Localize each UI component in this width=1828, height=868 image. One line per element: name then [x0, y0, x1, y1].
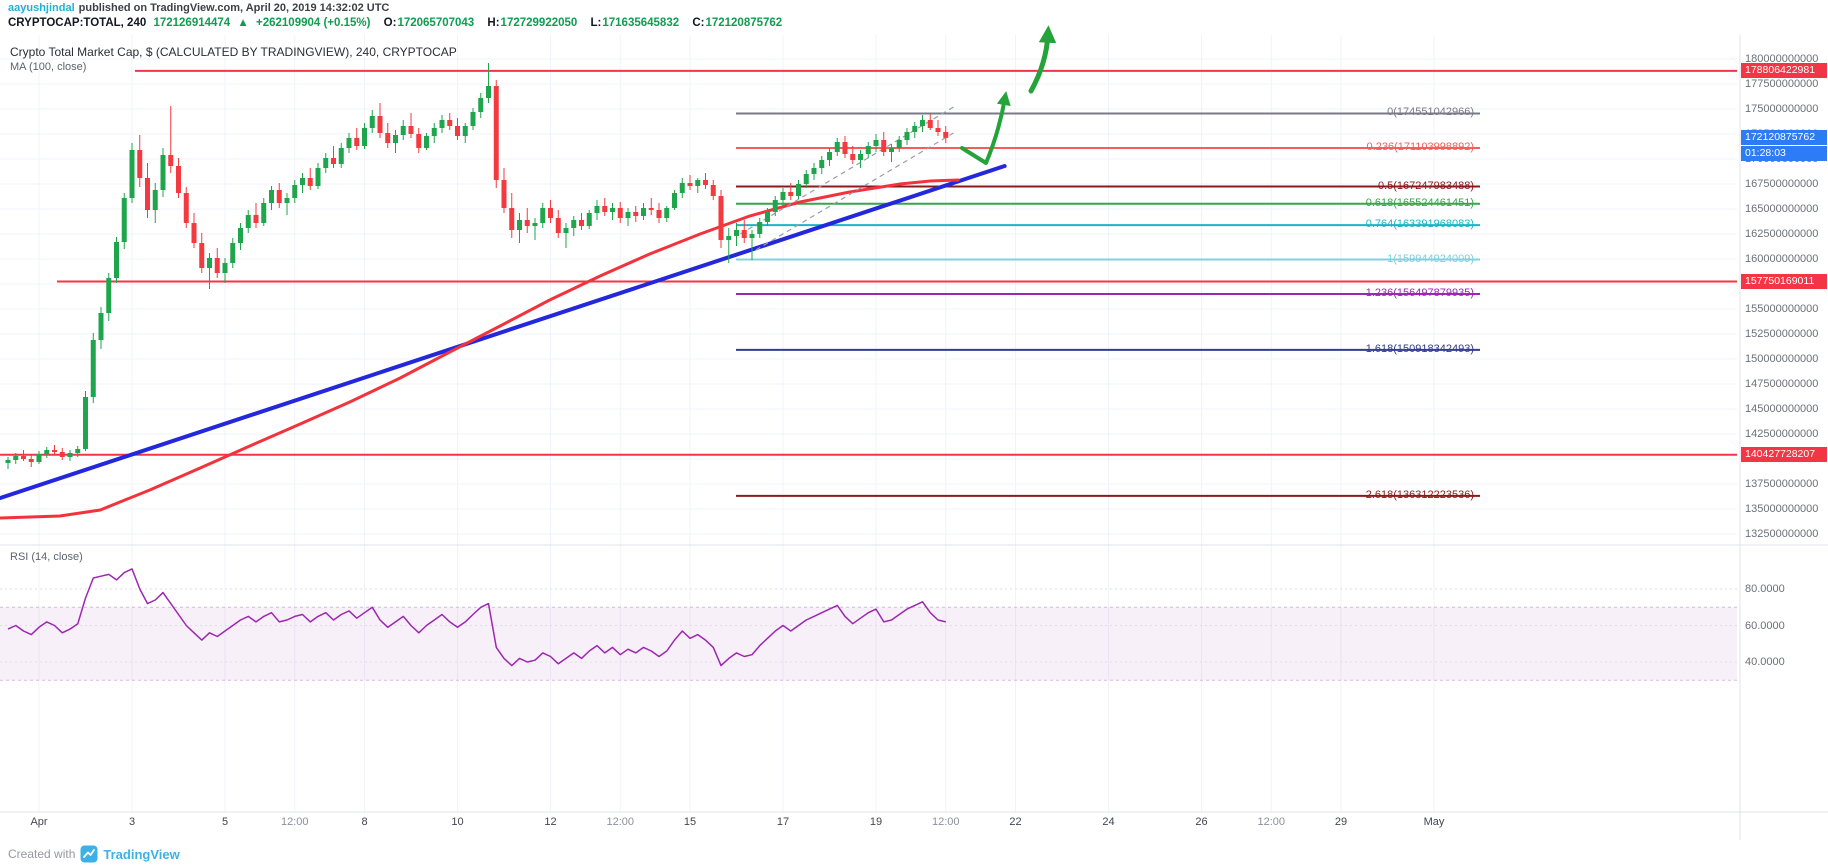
- time-tick-label: 12:00: [280, 816, 309, 828]
- open-label: O:: [383, 17, 397, 29]
- price-tick-label: 137500000000: [1745, 478, 1819, 490]
- time-tick-label: 12: [544, 816, 557, 828]
- fib-level-label: 0.5(167247983488): [1377, 179, 1474, 192]
- time-tick-label: 15: [683, 816, 697, 828]
- symbol-info-bar: CRYPTOCAP:TOTAL, 240 172126914474 ▲ +262…: [8, 17, 786, 29]
- rsi-band: [0, 588, 1737, 681]
- created-with-text: Created with: [8, 847, 76, 861]
- tradingview-brand-link[interactable]: TradingView: [103, 846, 180, 862]
- rsi-tick-label: 40.0000: [1745, 656, 1785, 668]
- fib-level-label: 0(174551042966): [1387, 106, 1474, 119]
- price-axis-badge: 140427728207: [1741, 447, 1827, 463]
- trend-line[interactable]: [0, 164, 1007, 500]
- wedge-dashed-line[interactable]: [740, 106, 954, 235]
- time-tick-label: 12:00: [1257, 816, 1286, 828]
- low-value: 171635645832: [602, 17, 680, 29]
- time-tick-label: 3: [128, 816, 136, 828]
- price-tick-label: 165000000000: [1745, 203, 1819, 215]
- time-tick-label: 12:00: [931, 816, 960, 828]
- rsi-tick-label: 60.0000: [1745, 619, 1785, 632]
- price-tick-label: 147500000000: [1745, 378, 1819, 390]
- time-tick-label: 22: [1009, 816, 1022, 828]
- tradingview-logo-icon: [80, 845, 98, 863]
- up-triangle-icon: ▲: [237, 17, 249, 29]
- price-tick-label: 175000000000: [1745, 103, 1819, 115]
- fib-level-label: 1(159944924009): [1387, 252, 1474, 265]
- chart-title[interactable]: Crypto Total Market Cap, $ (CALCULATED B…: [10, 45, 457, 59]
- time-tick-label: 24: [1102, 816, 1115, 828]
- author-link[interactable]: aayushjindal: [8, 2, 75, 14]
- price-tick-label: 160000000000: [1745, 253, 1819, 265]
- price-axis-badge: 178806422981: [1741, 63, 1827, 79]
- time-tick-label: 5: [221, 816, 229, 828]
- fib-level-label: 1.618(150918342493): [1365, 342, 1474, 355]
- time-tick-label: 19: [869, 816, 883, 828]
- close-label: C:: [692, 17, 705, 29]
- wedge-dashed-line[interactable]: [755, 132, 954, 251]
- price-tick-label: 142500000000: [1745, 428, 1819, 440]
- time-tick-label: Apr: [30, 816, 48, 828]
- price-tick-label: 162500000000: [1745, 228, 1819, 240]
- price-tick-label: 150000000000: [1745, 353, 1819, 365]
- high-label: H:: [487, 17, 500, 29]
- price-tick-label: 135000000000: [1745, 503, 1819, 515]
- fib-level-label: 2.618(136312223536): [1365, 488, 1474, 501]
- low-label: L:: [590, 17, 602, 29]
- price-tick-label: 167500000000: [1745, 178, 1819, 190]
- price-tick-label: 152500000000: [1745, 328, 1819, 340]
- price-tick-label: 132500000000: [1745, 528, 1819, 540]
- bar-countdown-badge: 01:28:03: [1741, 145, 1827, 161]
- price-axis-badge: 157750169011: [1741, 273, 1827, 289]
- close-value: 172120875762: [705, 17, 783, 29]
- fib-level-label: 1.236(156497879935): [1365, 287, 1474, 300]
- green-up-arrow-2[interactable]: [1028, 25, 1057, 94]
- price-tick-label: 145000000000: [1745, 403, 1819, 415]
- byline-text: published on TradingView.com, April 20, …: [78, 2, 390, 14]
- fib-level-label: 0.236(171103998892): [1366, 140, 1474, 153]
- last-price-badge: 172120875762: [1741, 130, 1827, 146]
- last-price-value: 172126914474: [153, 17, 231, 29]
- price-tick-label: 180000000000: [1745, 53, 1819, 65]
- footer: Created with TradingView: [8, 845, 180, 863]
- ma-100-line[interactable]: [0, 178, 960, 520]
- time-tick-label: 17: [776, 816, 790, 828]
- time-tick-label: 8: [361, 816, 368, 828]
- ma-indicator-label[interactable]: MA (100, close): [10, 61, 87, 73]
- price-tick-label: 177500000000: [1745, 78, 1819, 90]
- time-tick-label: May: [1423, 816, 1445, 828]
- green-up-arrow-1[interactable]: [960, 91, 1011, 165]
- high-value: 172729922050: [500, 17, 578, 29]
- symbol-name[interactable]: CRYPTOCAP:TOTAL, 240: [8, 17, 147, 29]
- rsi-indicator-label[interactable]: RSI (14, close): [10, 551, 83, 563]
- byline: aayushjindal published on TradingView.com…: [8, 2, 389, 14]
- time-tick-label: 12:00: [606, 816, 635, 828]
- price-tick-label: 155000000000: [1745, 303, 1819, 315]
- fib-level-label: 0.764(163391968083): [1365, 218, 1474, 231]
- price-change: +262109904 (+0.15%): [256, 17, 371, 29]
- time-tick-label: 10: [451, 816, 464, 828]
- time-tick-label: 26: [1195, 816, 1208, 828]
- rsi-tick-label: 80.0000: [1745, 583, 1785, 595]
- open-value: 172065707043: [397, 17, 475, 29]
- fib-level-label: 0.618(165524461451): [1365, 196, 1474, 209]
- time-tick-label: 29: [1334, 816, 1348, 828]
- rsi-line[interactable]: [7, 568, 946, 667]
- candles-layer[interactable]: [5, 63, 949, 469]
